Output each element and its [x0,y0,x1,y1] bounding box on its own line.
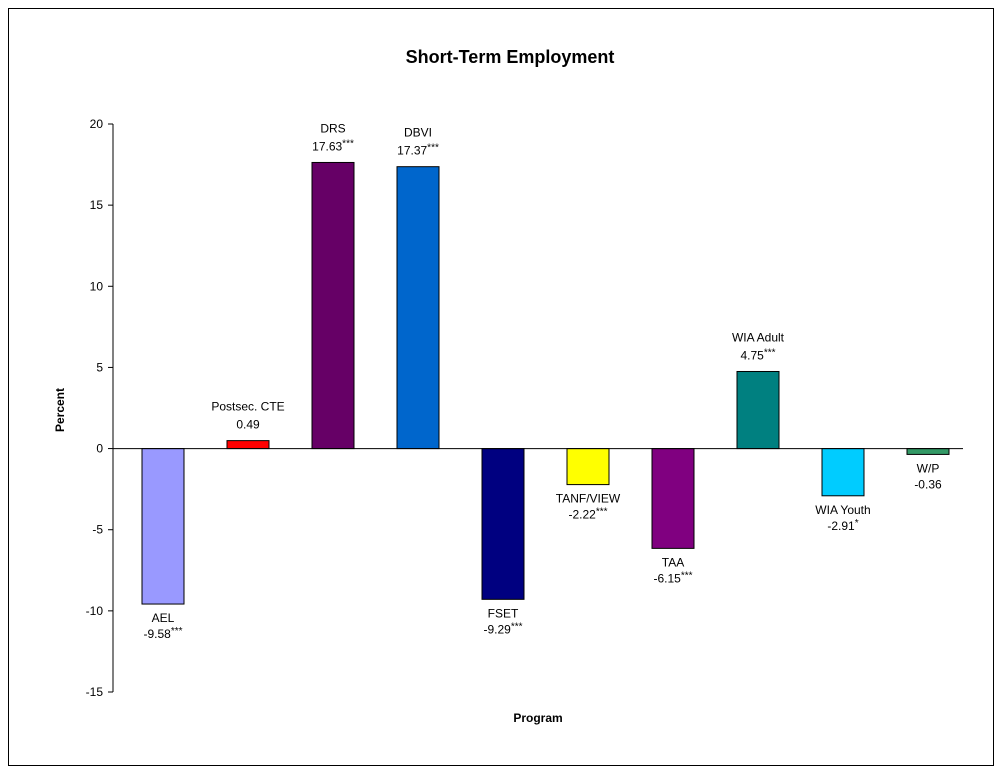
bar [141,448,185,605]
value-text: 0.49 [236,418,260,432]
significance: *** [427,143,439,154]
y-tick-label: 5 [96,360,103,374]
y-tick-label: -10 [86,604,104,618]
value-text: 17.63 [312,139,342,153]
value-text: 4.75 [740,348,764,362]
y-tick-label: 20 [90,117,104,131]
value-text: -0.36 [914,477,942,491]
value-text: -9.58 [143,627,171,641]
value-label: -2.22*** [568,507,607,522]
bar [566,448,610,486]
value-text: 17.37 [397,144,427,158]
value-label: 0.49 [236,418,260,432]
significance: *** [764,347,776,358]
bar [906,448,950,455]
y-tick-label: 10 [90,279,104,293]
significance: *** [681,570,693,581]
category-label: DRS [320,121,345,135]
bar [396,166,440,450]
value-text: -6.15 [653,571,681,585]
value-text: -2.22 [568,508,596,522]
bar [311,161,355,450]
value-text: -9.29 [483,622,511,636]
value-label: -6.15*** [653,570,692,585]
bar [651,448,695,549]
value-label: -0.36 [914,477,942,491]
bar [736,370,780,450]
x-axis-label: Program [513,711,562,725]
category-label: AEL [152,611,175,625]
category-label: WIA Youth [815,503,870,517]
y-axis-label: Percent [53,388,67,432]
chart-title: Short-Term Employment [406,47,615,67]
significance: *** [171,626,183,637]
category-label: DBVI [404,126,432,140]
bar [481,448,525,600]
significance: *** [342,138,354,149]
significance: *** [511,621,523,632]
value-label: -9.29*** [483,621,522,636]
category-label: WIA Adult [732,330,785,344]
significance: *** [596,507,608,518]
significance: * [855,518,859,529]
y-tick-label: -15 [86,685,104,699]
chart-border [8,8,994,766]
y-tick-label: -5 [92,523,103,537]
category-label: TANF/VIEW [556,492,621,506]
value-label: -9.58*** [143,626,182,641]
y-tick-label: 15 [90,198,104,212]
y-tick-label: 0 [96,442,103,456]
category-label: Postsec. CTE [211,400,284,414]
value-text: -2.91 [827,519,855,533]
value-label: -2.91* [827,518,858,533]
category-label: TAA [662,555,684,569]
value-label: 17.63*** [312,138,354,153]
value-label: 17.37*** [397,143,439,158]
value-label: 4.75*** [740,347,775,362]
bar [821,448,865,497]
category-label: FSET [488,606,519,620]
bar [226,440,270,450]
category-label: W/P [917,461,940,475]
